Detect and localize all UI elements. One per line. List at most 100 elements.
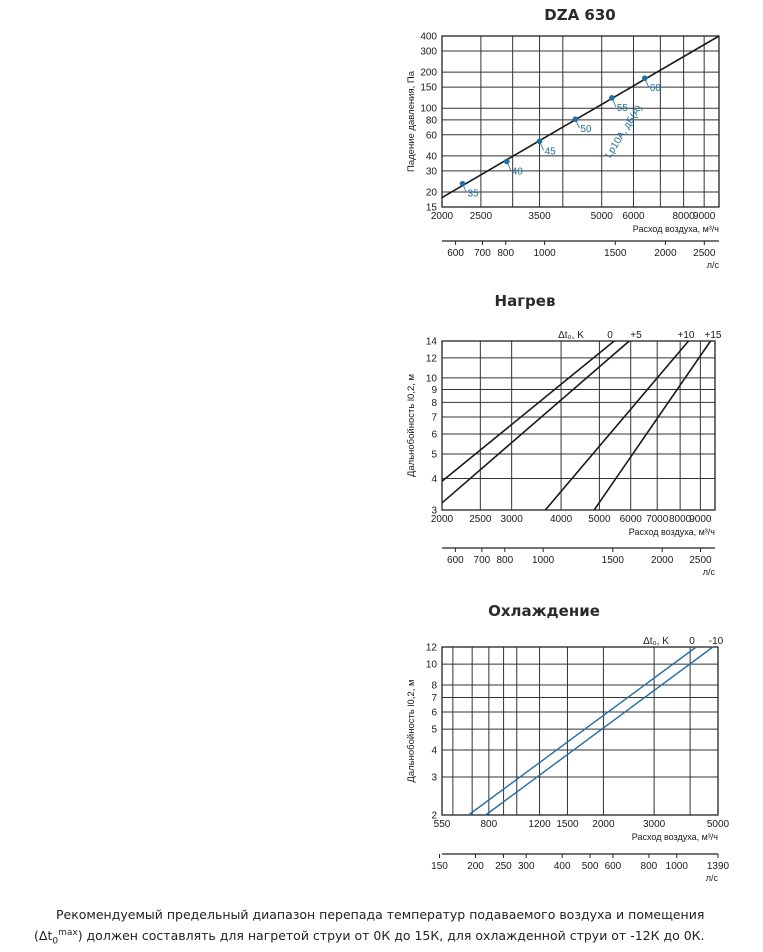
series-line — [544, 340, 690, 511]
secondary-axis-label: л/с — [706, 873, 719, 883]
series-line — [441, 340, 630, 504]
y-tick-label: 10 — [426, 660, 438, 671]
noise-marker-label: 40 — [512, 166, 524, 177]
noise-marker-leader — [611, 97, 617, 108]
noise-marker-label: 35 — [468, 189, 480, 200]
secondary-tick-label: 1500 — [604, 248, 627, 259]
secondary-tick-label: 1500 — [602, 555, 625, 566]
y-tick-label: 80 — [426, 115, 438, 126]
y-tick-label: 12 — [426, 353, 438, 364]
plot-frame — [441, 340, 716, 511]
note-suffix: ) должен составлять для нагретой струи о… — [77, 928, 705, 944]
secondary-tick-label: 150 — [431, 861, 448, 872]
noise-marker-leader — [575, 119, 580, 129]
y-tick-label: 5 — [431, 725, 437, 736]
noise-marker-label: 60 — [650, 83, 662, 94]
secondary-tick-label: 800 — [641, 861, 658, 872]
y-tick-label: 7 — [431, 413, 437, 424]
x-tick-label: 5000 — [588, 514, 611, 525]
series-line — [485, 646, 714, 816]
x-tick-label: 7000 — [646, 514, 669, 525]
secondary-tick-label: 1390 — [707, 861, 730, 872]
y-tick-label: 40 — [426, 151, 438, 162]
x-tick-label: 4000 — [550, 514, 573, 525]
y-tick-label: 100 — [420, 104, 437, 115]
series-label: 0 — [689, 636, 695, 647]
y-tick-label: 15 — [426, 203, 438, 214]
secondary-tick-label: 600 — [447, 248, 464, 259]
secondary-tick-label: 250 — [495, 861, 512, 872]
series-label: 0 — [607, 330, 613, 341]
x-tick-label: 2000 — [431, 211, 454, 222]
plot-frame — [441, 35, 720, 208]
x-tick-label: 1200 — [528, 819, 551, 830]
chart-title-cooling: Охлаждение — [488, 602, 600, 620]
series-label: +10 — [678, 330, 695, 341]
y-tick-label: 150 — [420, 83, 437, 94]
x-tick-label: 9000 — [689, 514, 712, 525]
x-tick-label: 2000 — [431, 514, 454, 525]
y-axis-label: Дальнобойность l0,2, м — [406, 679, 417, 782]
note-sup: max — [58, 928, 78, 938]
secondary-tick-label: 700 — [474, 555, 491, 566]
chart-title-pressure: DZA 630 — [544, 6, 616, 24]
secondary-tick-label: 1000 — [666, 861, 689, 872]
x-tick-label: 3000 — [643, 819, 666, 830]
secondary-axis-label: л/с — [707, 260, 720, 270]
x-tick-label: 6000 — [620, 514, 643, 525]
secondary-tick-label: 2000 — [654, 248, 677, 259]
series-line — [593, 340, 712, 511]
secondary-tick-label: 300 — [518, 861, 535, 872]
series-label: +15 — [705, 330, 722, 341]
chart-title-heating: Нагрев — [494, 292, 556, 310]
legend-title: Δt₀, K — [558, 330, 584, 341]
x-tick-label: 800 — [481, 819, 498, 830]
secondary-tick-label: 1000 — [533, 248, 556, 259]
recommendation-note: Рекомендуемый предельный диапазон перепа… — [34, 905, 752, 952]
x-axis-label: Расход воздуха, м³/ч — [629, 527, 716, 537]
secondary-tick-label: 800 — [497, 248, 514, 259]
y-tick-label: 12 — [426, 643, 438, 654]
plot-frame — [441, 646, 719, 816]
y-tick-label: 8 — [431, 681, 437, 692]
noise-marker-leader — [539, 141, 544, 151]
x-tick-label: 8000 — [669, 514, 692, 525]
noise-marker-leader — [462, 183, 467, 193]
x-tick-label: 5000 — [591, 211, 614, 222]
series-line — [468, 646, 697, 816]
secondary-tick-label: 200 — [467, 861, 484, 872]
noise-marker-label: 45 — [545, 146, 557, 157]
y-tick-label: 200 — [420, 68, 437, 79]
x-tick-label: 9000 — [693, 211, 716, 222]
y-tick-label: 2 — [431, 811, 437, 822]
y-tick-label: 20 — [426, 188, 438, 199]
secondary-tick-label: 400 — [554, 861, 571, 872]
secondary-tick-label: 600 — [605, 861, 622, 872]
x-tick-label: 3500 — [528, 211, 551, 222]
x-axis-label: Расход воздуха, м³/ч — [633, 224, 720, 234]
x-tick-label: 550 — [434, 819, 451, 830]
x-tick-label: 6000 — [622, 211, 645, 222]
noise-marker-leader — [506, 161, 512, 171]
x-tick-label: 5000 — [707, 819, 730, 830]
secondary-tick-label: 700 — [474, 248, 491, 259]
y-axis-label: Падение давления, Па — [406, 70, 417, 172]
x-tick-label: 3000 — [501, 514, 524, 525]
series-label: -10 — [709, 636, 724, 647]
note-delta: Δt — [38, 928, 53, 944]
series-line — [441, 340, 615, 482]
y-tick-label: 3 — [431, 506, 437, 517]
y-tick-label: 5 — [431, 449, 437, 460]
y-tick-label: 400 — [420, 32, 437, 43]
legend-title: Δt₀, K — [643, 636, 669, 647]
y-tick-label: 8 — [431, 398, 437, 409]
series-label: +5 — [630, 330, 642, 341]
y-tick-label: 30 — [426, 166, 438, 177]
y-tick-label: 10 — [426, 373, 438, 384]
secondary-tick-label: 2000 — [651, 555, 674, 566]
noise-marker-label: 50 — [580, 124, 592, 135]
note-prefix: Рекомендуемый предельный диапазон перепа… — [34, 907, 705, 944]
secondary-axis-label: л/с — [703, 567, 716, 577]
